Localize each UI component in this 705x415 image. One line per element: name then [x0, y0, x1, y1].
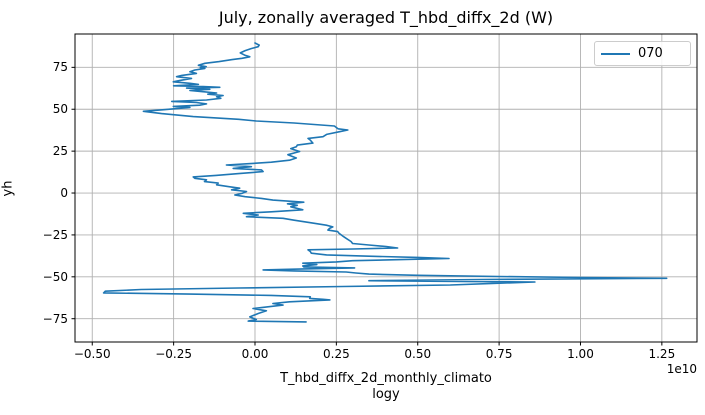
legend: 070 [594, 41, 691, 66]
axes-spines [74, 33, 698, 343]
x-axis-label-line2: logy [372, 387, 400, 402]
y-tick-label: −50 [42, 269, 68, 284]
x-tick-label: 0.25 [323, 347, 350, 361]
x-tick-label: 0.75 [485, 347, 513, 361]
x-tick-label: 1.00 [567, 347, 594, 361]
x-tick-label: −0.50 [73, 347, 111, 361]
y-tick-label: 25 [52, 144, 68, 159]
x-tick-label: 0.00 [241, 347, 269, 361]
x-axis-label-line1: T_hbd_diffx_2d_monthly_climato [280, 371, 492, 386]
legend-line-sample-icon [601, 52, 630, 55]
y-tick-label: 0 [60, 186, 68, 201]
x-tick-label: 0.50 [404, 347, 432, 361]
y-tick-label: −75 [42, 311, 68, 326]
series-line-070 [102, 42, 668, 323]
y-axis-label: yh [0, 180, 16, 197]
legend-entry-label: 070 [638, 46, 663, 61]
y-tick-label: 75 [52, 60, 68, 75]
y-tick-label: 50 [52, 102, 68, 117]
x-tick-label: 1.25 [648, 347, 676, 361]
x-axis-offset-label: 1e10 [666, 362, 697, 376]
chart-title: July, zonally averaged T_hbd_diffx_2d (W… [218, 8, 554, 27]
x-axis-label: T_hbd_diffx_2d_monthly_climato logy [75, 371, 697, 403]
y-tick-label: −25 [42, 227, 68, 242]
x-tick-label: −0.25 [155, 347, 192, 361]
